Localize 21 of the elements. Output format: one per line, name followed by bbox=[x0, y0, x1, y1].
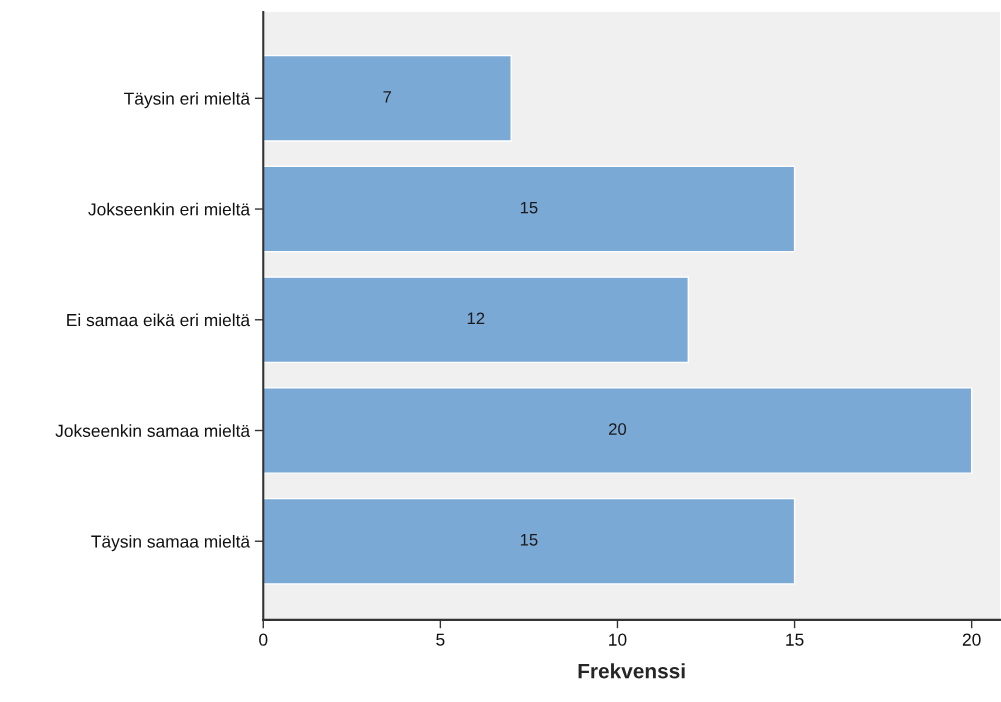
bar bbox=[263, 54, 512, 142]
y-tick-label: Täysin eri mieltä bbox=[124, 92, 251, 109]
data-label: 20 bbox=[609, 423, 627, 435]
bar bbox=[263, 497, 796, 585]
bar bbox=[263, 165, 796, 253]
data-label: 15 bbox=[520, 534, 538, 546]
x-tick-label: 15 bbox=[786, 633, 804, 646]
x-axis-title: Frekvenssi bbox=[578, 663, 685, 679]
x-tick-label: 10 bbox=[609, 633, 627, 646]
y-tick-label: Jokseenkin samaa mieltä bbox=[55, 424, 251, 437]
bar bbox=[263, 276, 689, 364]
x-tick-label: 0 bbox=[259, 633, 268, 646]
x-tick-label: 20 bbox=[962, 633, 981, 646]
y-tick-label: Täysin samaa mieltä bbox=[91, 534, 251, 552]
data-label: 12 bbox=[467, 312, 485, 325]
data-label: 7 bbox=[383, 91, 392, 103]
y-tick-label: Jokseenkin eri mieltä bbox=[88, 202, 251, 216]
x-tick-label: 5 bbox=[436, 633, 445, 646]
bar bbox=[263, 387, 973, 474]
y-tick-label: Ei samaa eikä eri mieltä bbox=[67, 313, 251, 327]
data-label: 15 bbox=[520, 201, 538, 214]
